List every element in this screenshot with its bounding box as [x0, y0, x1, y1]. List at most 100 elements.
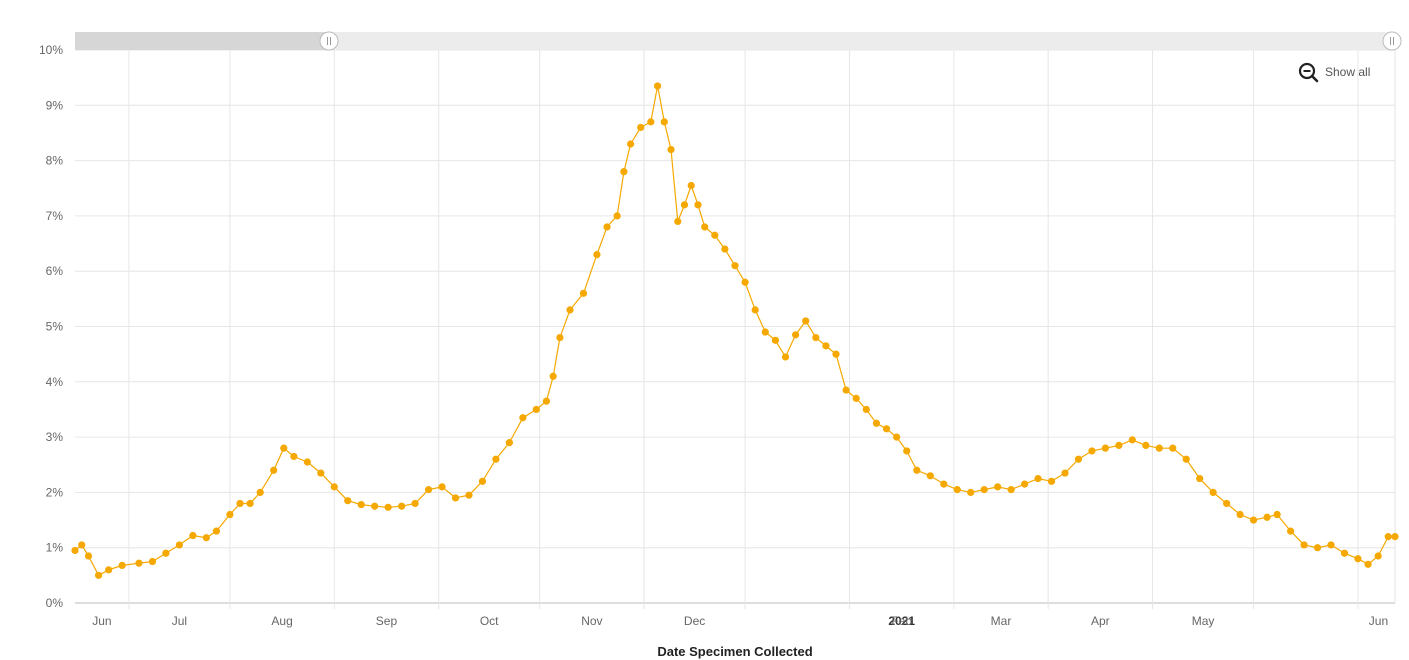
data-point	[1169, 444, 1177, 452]
data-point	[926, 472, 934, 480]
data-point	[556, 333, 564, 342]
data-point	[1142, 441, 1150, 449]
x-tick-label: May	[1192, 614, 1215, 628]
data-point	[1182, 455, 1190, 463]
data-point	[78, 541, 86, 549]
show-all-label: Show all	[1325, 65, 1370, 79]
data-point	[593, 251, 601, 259]
x-tick-label: Feb	[891, 614, 912, 628]
data-point	[953, 486, 961, 494]
data-point	[566, 306, 574, 314]
data-point	[893, 433, 901, 441]
data-point	[687, 181, 695, 190]
data-point	[1374, 552, 1382, 560]
x-tick-label: Nov	[581, 614, 602, 628]
data-point	[384, 503, 392, 511]
data-point	[940, 480, 948, 488]
data-point	[94, 571, 103, 579]
data-point	[1223, 499, 1231, 508]
scrollbar-left-handle[interactable]	[319, 31, 339, 51]
data-point	[660, 118, 668, 126]
data-point	[913, 466, 921, 474]
y-tick-label: 0%	[46, 596, 64, 610]
data-point	[781, 353, 790, 361]
x-tick-label: Aug	[271, 614, 292, 628]
y-tick-label: 1%	[46, 541, 64, 555]
y-tick-label: 4%	[46, 375, 64, 389]
data-point	[647, 118, 655, 126]
data-point	[532, 405, 540, 414]
y-tick-label: 9%	[46, 98, 64, 112]
x-tick-label: Sep	[376, 614, 398, 628]
data-point	[236, 499, 244, 508]
data-point	[1364, 560, 1372, 568]
data-point	[771, 336, 780, 344]
show-all-button[interactable]: Show all	[1298, 62, 1370, 83]
data-point	[822, 342, 830, 350]
data-point	[653, 82, 662, 90]
scrollbar-selected-range[interactable]	[75, 32, 326, 50]
data-point	[549, 372, 557, 380]
series-points	[71, 82, 1399, 579]
series-line	[74, 85, 1395, 577]
data-point	[994, 483, 1002, 491]
scrollbar-right-handle[interactable]	[1382, 31, 1402, 51]
data-point	[711, 231, 719, 239]
data-point	[1384, 533, 1392, 541]
data-point	[1128, 436, 1136, 444]
data-point	[852, 394, 860, 402]
data-point	[357, 500, 365, 509]
data-point	[1155, 444, 1163, 452]
data-point	[731, 262, 739, 270]
x-tick-label: Mar	[991, 614, 1012, 628]
scrollbar-track[interactable]	[75, 32, 1395, 50]
data-point	[842, 386, 850, 394]
data-point	[1088, 447, 1096, 455]
data-point	[1101, 444, 1110, 452]
data-point	[1074, 455, 1083, 463]
data-point	[212, 527, 221, 535]
handle-knob[interactable]	[1382, 31, 1402, 51]
data-point	[603, 223, 611, 231]
x-tick-label: Apr	[1091, 614, 1110, 628]
data-point	[519, 414, 527, 422]
data-point	[1209, 488, 1217, 496]
data-point	[792, 331, 800, 339]
data-point	[694, 201, 702, 209]
y-tick-label: 3%	[46, 430, 64, 444]
data-point	[1236, 510, 1244, 519]
data-point	[398, 502, 406, 510]
chart-grid	[75, 49, 1396, 609]
handle-knob[interactable]	[319, 31, 339, 51]
data-point	[1263, 513, 1271, 521]
data-point	[751, 306, 759, 314]
x-tick-label: Jun	[1369, 614, 1388, 628]
data-point	[1313, 544, 1322, 552]
data-point	[1061, 469, 1069, 477]
data-point	[451, 494, 460, 502]
data-point	[802, 317, 810, 325]
data-point	[967, 488, 975, 496]
x-tick-label: 2021	[888, 614, 915, 628]
data-point	[84, 552, 93, 560]
zoom-scrollbar[interactable]	[75, 31, 1402, 51]
data-point	[424, 486, 433, 494]
data-point	[1020, 480, 1029, 488]
data-point	[882, 425, 891, 433]
data-point	[903, 447, 911, 455]
data-point	[701, 223, 709, 231]
x-tick-label: Jul	[172, 614, 187, 628]
x-axis-title: Date Specimen Collected	[657, 644, 812, 659]
data-point	[118, 561, 126, 569]
data-point	[256, 488, 264, 496]
data-point	[303, 458, 311, 466]
data-point	[162, 549, 170, 557]
y-tick-label: 10%	[39, 43, 63, 57]
y-tick-label: 7%	[46, 209, 64, 223]
data-point	[1007, 486, 1015, 494]
x-tick-label: Dec	[684, 614, 705, 628]
x-tick-label: Jun	[92, 614, 111, 628]
y-tick-label: 2%	[46, 485, 64, 499]
data-point	[613, 212, 621, 220]
